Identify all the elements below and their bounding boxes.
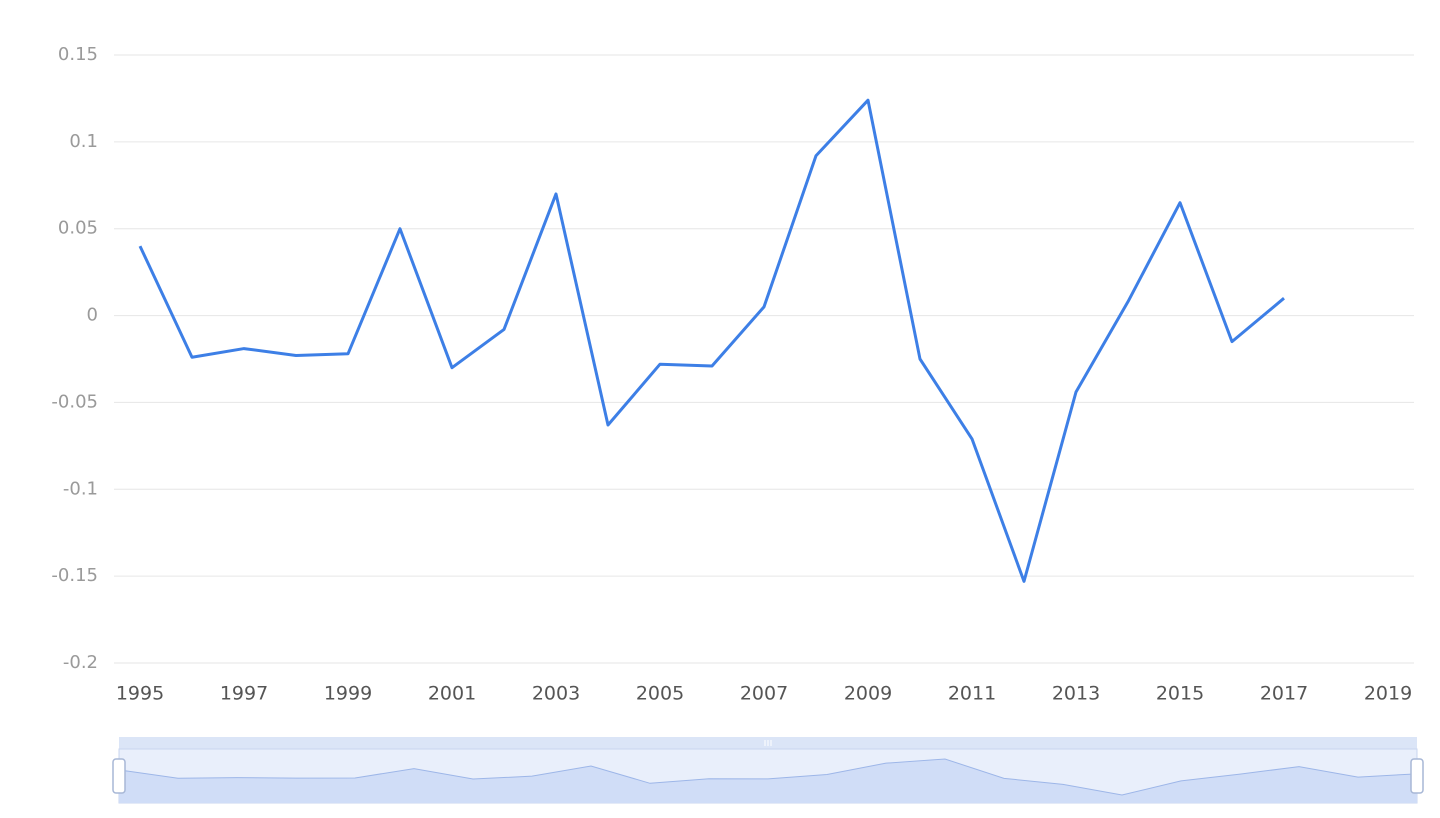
zoom-area [119, 759, 1417, 803]
y-tick-label: -0.2 [63, 652, 98, 673]
zoom-handle[interactable] [1410, 758, 1424, 794]
zoom-line [118, 758, 1418, 796]
x-tick-label: 2013 [1052, 683, 1100, 705]
y-tick-label: 0.05 [58, 218, 98, 239]
y-tick-label: 0 [87, 305, 98, 326]
x-tick-label: 2007 [740, 683, 788, 705]
y-tick-label: -0.1 [63, 478, 98, 499]
x-tick-label: 2019 [1364, 683, 1412, 705]
x-tick-label: 2003 [532, 683, 580, 705]
x-tick-label: 2011 [948, 683, 996, 705]
line [138, 98, 1285, 583]
x-tick-label: 1997 [220, 683, 268, 705]
x-tick-label: 1999 [324, 683, 372, 705]
x-tick-label: 2015 [1156, 683, 1204, 705]
x-tick-label: 2005 [636, 683, 684, 705]
y-tick-label: -0.05 [51, 391, 98, 412]
x-tick-label: 2009 [844, 683, 892, 705]
y-tick-label: -0.15 [51, 565, 98, 586]
x-tick-label: 2017 [1260, 683, 1308, 705]
zoom-grip [764, 740, 772, 746]
x-tick-label: 2001 [428, 683, 476, 705]
data-zoom [112, 737, 1424, 804]
y-tick-label: 0.15 [58, 44, 98, 65]
zoom-handle[interactable] [112, 758, 126, 794]
x-tick-label: 1995 [116, 683, 164, 705]
y-tick-label: 0.1 [69, 131, 98, 152]
